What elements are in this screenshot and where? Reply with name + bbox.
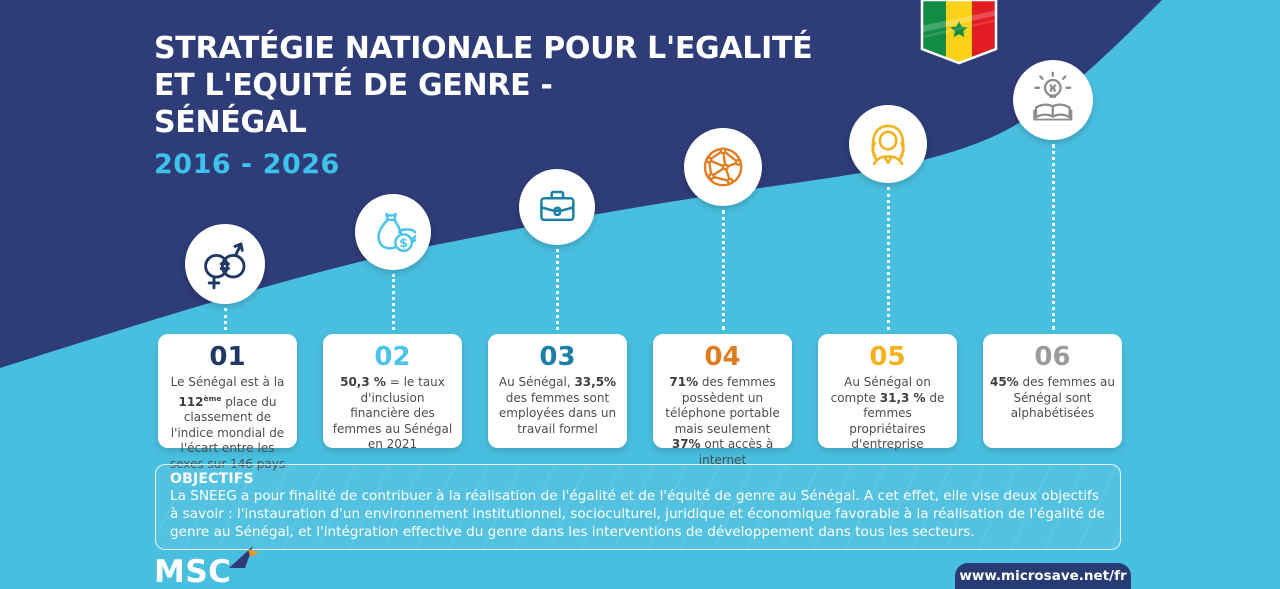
money-bag-icon: $	[376, 212, 416, 252]
dotted-connector-4	[722, 210, 725, 330]
gender-equality-icon	[204, 242, 246, 290]
stat-number-5: 05	[869, 342, 906, 372]
dotted-connector-1	[224, 308, 227, 330]
dotted-connector-5	[887, 187, 890, 330]
briefcase-icon	[539, 190, 575, 221]
msc-logo-text: MSC	[154, 554, 232, 589]
timeline-circle-2: $	[355, 194, 431, 270]
objectives-heading: OBJECTIFS	[170, 471, 254, 487]
stat-text-1: Le Sénégal est à la 112ème place du clas…	[170, 375, 285, 471]
timeline-circle-3	[519, 169, 595, 245]
timeline-circle-6	[1013, 60, 1093, 140]
dotted-connector-2	[392, 274, 395, 330]
stat-text-3: Au Sénégal, 33,5% des femmes sont employ…	[498, 375, 617, 436]
svg-text:$: $	[399, 235, 408, 250]
page-title-line-3: SÉNÉGAL	[154, 105, 307, 140]
network-icon	[703, 147, 743, 187]
stat-text-4: 71% des femmes possèdent un téléphone po…	[665, 375, 780, 467]
stat-text-6: 45% des femmes au Sénégal sont alphabéti…	[989, 375, 1115, 420]
stat-card-2: 02 50,3 % = le taux d'inclusion financiè…	[323, 334, 462, 451]
stat-card-3: 03 Au Sénégal, 33,5% des femmes sont emp…	[488, 334, 627, 448]
stat-number-3: 03	[539, 342, 576, 372]
senegal-flag-icon	[920, 0, 998, 65]
page-title-line-2: ET L'EQUITÉ DE GENRE -	[154, 68, 553, 103]
stat-number-2: 02	[374, 342, 411, 372]
website-link[interactable]: www.microsave.net/fr	[955, 563, 1131, 589]
woman-icon	[871, 124, 905, 166]
stat-number-4: 04	[704, 342, 741, 372]
objectives-body: La SNEEG a pour finalité de contribuer à…	[170, 488, 1105, 540]
timeline-circle-4	[684, 128, 762, 206]
page-title-line-1: STRATÉGIE NATIONALE POUR L'EGALITÉ	[154, 31, 813, 66]
stat-card-6: 06 45% des femmes au Sénégal sont alphab…	[983, 334, 1122, 448]
stat-number-1: 01	[209, 342, 246, 372]
stat-text-5: Au Sénégal on compte 31,3 % de femmes pr…	[830, 375, 945, 451]
period-label: 2016 - 2026	[154, 149, 340, 180]
stat-card-4: 04 71% des femmes possèdent un téléphone…	[653, 334, 792, 467]
msc-logo: MSC	[154, 543, 261, 589]
dotted-connector-3	[556, 249, 559, 330]
stat-card-5: 05 Au Sénégal on compte 31,3 % de femmes…	[818, 334, 957, 451]
timeline-circle-5	[849, 105, 927, 183]
stat-card-1: 01 Le Sénégal est à la 112ème place du c…	[158, 334, 297, 471]
idea-book-icon	[1033, 71, 1073, 121]
objectives-panel: OBJECTIFS La SNEEG a pour finalité de co…	[155, 464, 1121, 550]
stat-text-2: 50,3 % = le taux d'inclusion financière …	[332, 375, 453, 451]
timeline-circle-1	[185, 224, 265, 304]
stat-number-6: 06	[1034, 342, 1071, 372]
msc-logo-mark-icon	[229, 546, 260, 568]
dotted-connector-6	[1052, 144, 1055, 330]
header: STRATÉGIE NATIONALE POUR L'EGALITÉ ET L'…	[154, 30, 813, 180]
